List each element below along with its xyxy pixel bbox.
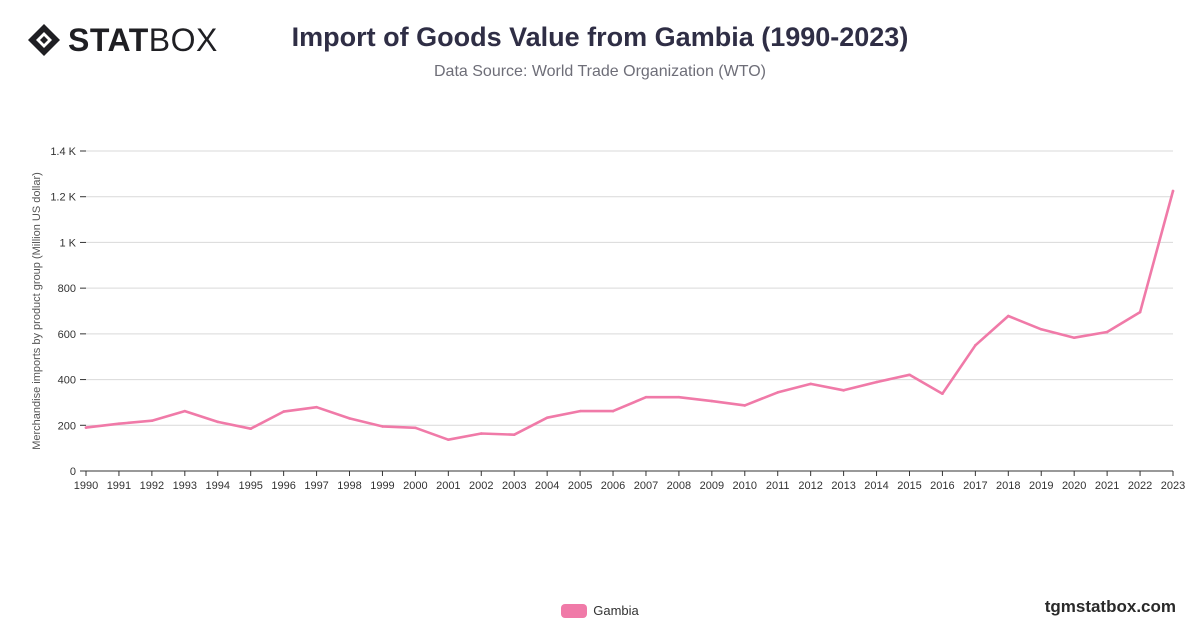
x-tick-label: 2004 [535, 480, 559, 492]
x-tick-label: 1998 [337, 480, 361, 492]
data-point [908, 373, 911, 377]
legend-swatch-gambia [561, 603, 588, 618]
data-point [282, 410, 285, 413]
data-point [1072, 336, 1076, 340]
y-tick-label: 200 [58, 420, 76, 432]
statbox-logo: STATBOX [26, 22, 218, 58]
x-tick-label: 1999 [370, 480, 394, 492]
x-tick-label: 2023 [1161, 480, 1185, 492]
data-point [512, 433, 516, 436]
y-tick-label: 1.2 K [50, 192, 76, 204]
x-tick-label: 2017 [963, 480, 987, 492]
x-tick-label: 2021 [1095, 480, 1119, 492]
data-point [941, 392, 944, 396]
diamond-logo-icon [28, 24, 60, 56]
x-tick-label: 2012 [798, 480, 822, 492]
data-point [1007, 314, 1010, 318]
data-point [1039, 327, 1043, 331]
chart-title: Import of Goods Value from Gambia (1990-… [291, 22, 909, 52]
data-point [348, 417, 351, 420]
x-tick-label: 2007 [634, 480, 658, 492]
data-point [842, 389, 845, 392]
x-tick-label: 2002 [469, 480, 493, 492]
site-url: tgmstatbox.com [1044, 597, 1176, 616]
x-tick-label: 2010 [733, 480, 757, 492]
x-tick-label: 1990 [74, 480, 98, 492]
x-tick-label: 2015 [897, 480, 921, 492]
x-tick-label: 1997 [304, 480, 328, 492]
data-point [183, 409, 187, 413]
x-tick-label: 1995 [238, 480, 262, 492]
data-point [117, 422, 121, 425]
data-point [447, 438, 450, 441]
data-point [1171, 189, 1175, 193]
x-tick-label: 1991 [107, 480, 131, 492]
x-tick-label: 2014 [864, 480, 888, 492]
x-tick-label: 2000 [403, 480, 427, 492]
data-point [611, 409, 615, 413]
data-point [545, 416, 549, 420]
x-tick-label: 2013 [831, 480, 855, 492]
x-tick-label: 2005 [568, 480, 592, 492]
data-point [84, 426, 88, 429]
x-tick-label: 2006 [601, 480, 625, 492]
data-point [875, 380, 878, 384]
y-tick-label: 1 K [59, 237, 76, 249]
y-tick-label: 0 [70, 466, 76, 478]
x-tick-label: 1993 [173, 480, 197, 492]
logo-text-bold: STAT [68, 22, 149, 58]
x-tick-label: 2018 [996, 480, 1020, 492]
data-point [743, 404, 747, 407]
data-point [974, 343, 977, 347]
data-point [315, 405, 318, 409]
legend-label-gambia: Gambia [593, 603, 639, 618]
data-point [216, 420, 220, 424]
y-tick-label: 1.4 K [50, 146, 76, 158]
data-point [150, 419, 154, 423]
y-axis-label: Merchandise imports by product group (Mi… [31, 172, 43, 450]
x-tick-label: 2009 [700, 480, 724, 492]
x-tick-label: 2020 [1062, 480, 1086, 492]
legend[interactable]: Gambia [0, 603, 1200, 618]
logo-wordmark: STATBOX [68, 24, 218, 56]
chart-subtitle: Data Source: World Trade Organization (W… [434, 63, 766, 80]
data-point [1138, 310, 1142, 314]
series-line-gambia [84, 189, 1175, 442]
x-tick-label: 2011 [766, 480, 790, 492]
data-point [809, 382, 812, 386]
y-tick-label: 400 [58, 375, 76, 387]
x-tick-label: 2022 [1128, 480, 1152, 492]
x-tick-label: 2008 [667, 480, 691, 492]
y-tick-label: 600 [58, 329, 76, 341]
data-point [381, 425, 384, 428]
x-tick-label: 1994 [206, 480, 230, 492]
x-tick-label: 2016 [930, 480, 954, 492]
x-tick-label: 2003 [502, 480, 526, 492]
data-point [414, 426, 417, 430]
y-tick-label: 800 [58, 283, 76, 295]
data-point [479, 432, 483, 435]
data-point [677, 395, 681, 399]
data-point [644, 395, 648, 399]
x-tick-label: 1996 [271, 480, 295, 492]
data-point [776, 391, 780, 394]
data-point [1105, 330, 1109, 334]
x-tick-label: 2019 [1029, 480, 1053, 492]
x-tick-label: 2001 [436, 480, 460, 492]
data-point [249, 427, 252, 431]
x-tick-label: 1992 [140, 480, 164, 492]
data-point [710, 399, 714, 403]
data-point [578, 409, 582, 413]
logo-text-light: BOX [148, 22, 218, 58]
